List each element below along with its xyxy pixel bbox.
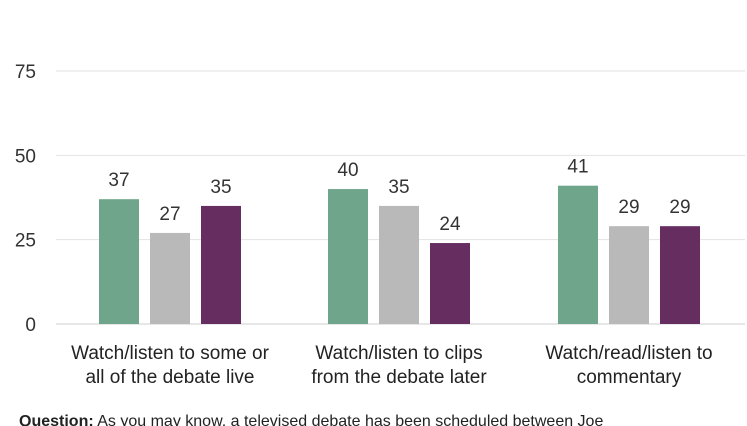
x-tick-label: Watch/read/listen to: [545, 343, 712, 364]
x-tick-label: commentary: [577, 367, 682, 388]
question-label: Question:: [19, 413, 94, 426]
bar: [150, 232, 190, 324]
question-note: Question: As you may know, a televised d…: [19, 410, 739, 426]
x-tick-label: all of the debate live: [85, 367, 254, 388]
bar: [558, 185, 598, 324]
data-label: 24: [439, 214, 461, 235]
bar: [99, 199, 139, 324]
data-label: 27: [159, 204, 180, 225]
data-label: 37: [108, 170, 129, 191]
x-tick-label: from the debate later: [311, 367, 487, 388]
x-tick-label: Watch/listen to clips: [315, 343, 482, 364]
y-tick-label: 0: [25, 315, 36, 336]
data-label: 29: [618, 197, 639, 218]
bar: [609, 226, 649, 324]
data-label: 35: [388, 177, 409, 198]
y-tick-label: 25: [15, 231, 36, 252]
data-label: 41: [567, 157, 588, 178]
question-text: As you may know, a televised debate has …: [93, 413, 604, 426]
bar: [201, 205, 241, 324]
bar: [379, 205, 419, 324]
bar: [660, 226, 700, 324]
x-tick-label: Watch/listen to some or: [71, 343, 269, 364]
data-label: 40: [337, 160, 358, 181]
data-label: 29: [669, 197, 690, 218]
data-label: 35: [210, 177, 231, 198]
y-tick-label: 75: [15, 62, 36, 83]
bar: [328, 189, 368, 324]
bar: [430, 243, 470, 324]
y-tick-label: 50: [15, 146, 36, 167]
